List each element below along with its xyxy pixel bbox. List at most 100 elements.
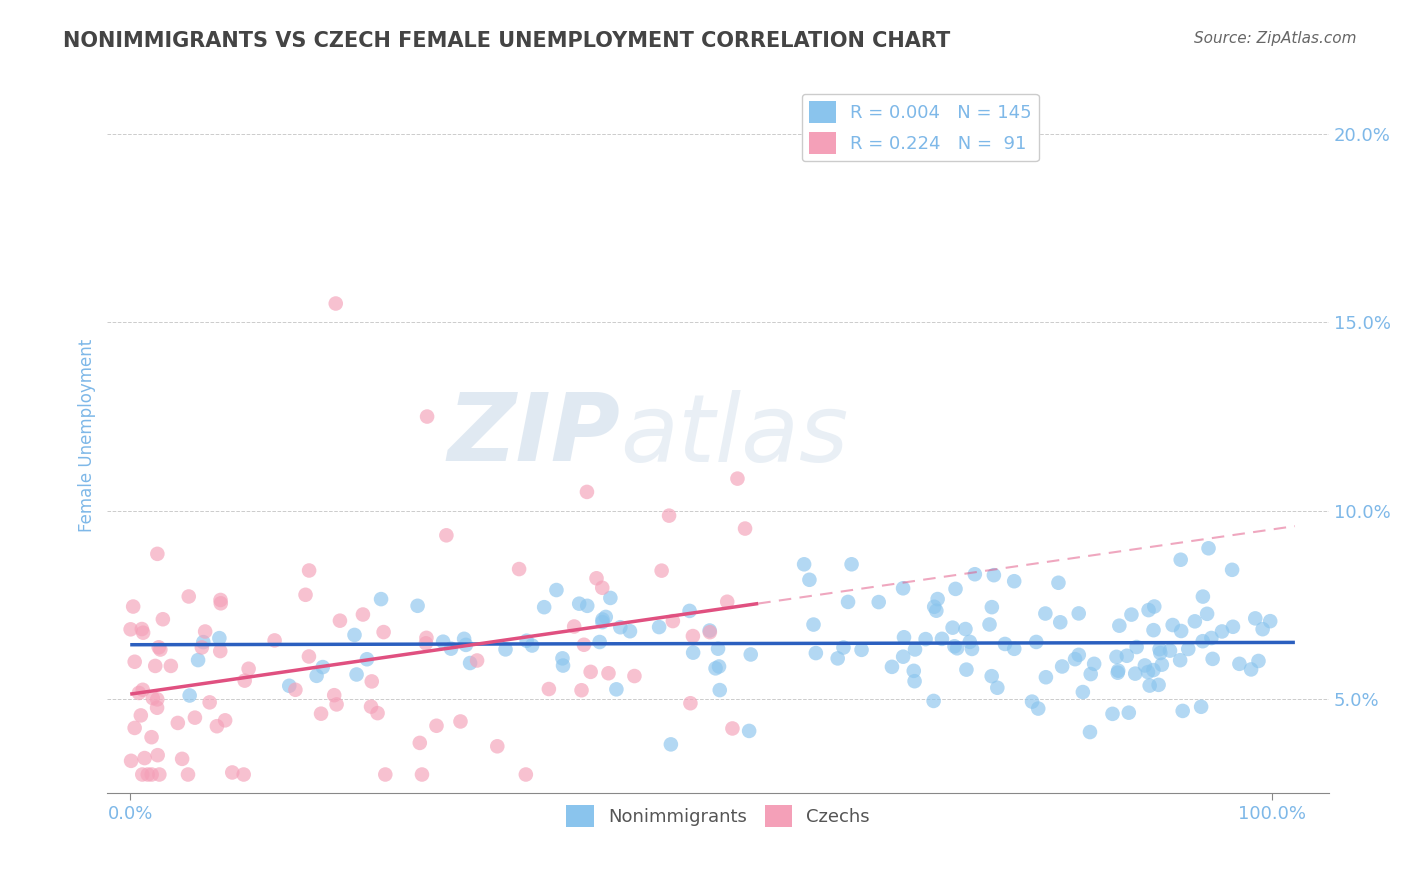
Point: [585, 571, 607, 585]
Point: [132, 625, 155, 640]
Point: [963, 567, 986, 582]
Point: [716, 595, 738, 609]
Point: [298, 564, 321, 578]
Point: [1170, 553, 1192, 567]
Point: [986, 681, 1008, 695]
Point: [571, 683, 593, 698]
Point: [432, 634, 454, 648]
Point: [551, 658, 574, 673]
Point: [682, 646, 704, 660]
Point: [343, 628, 366, 642]
Point: [682, 629, 704, 643]
Point: [1083, 657, 1105, 671]
Point: [143, 659, 166, 673]
Point: [284, 682, 307, 697]
Point: [458, 656, 481, 670]
Text: Source: ZipAtlas.com: Source: ZipAtlas.com: [1194, 31, 1357, 46]
Point: [1067, 648, 1090, 662]
Point: [983, 568, 1005, 582]
Point: [942, 621, 965, 635]
Point: [707, 641, 730, 656]
Point: [1198, 541, 1220, 556]
Point: [131, 622, 153, 636]
Point: [131, 767, 153, 781]
Point: [166, 715, 188, 730]
Point: [453, 632, 475, 646]
Point: [598, 666, 620, 681]
Point: [979, 617, 1001, 632]
Point: [609, 620, 631, 634]
Point: [1121, 607, 1143, 622]
Text: NONIMMIGRANTS VS CZECH FEMALE UNEMPLOYMENT CORRELATION CHART: NONIMMIGRANTS VS CZECH FEMALE UNEMPLOYME…: [63, 31, 950, 51]
Point: [141, 767, 163, 781]
Point: [591, 581, 613, 595]
Point: [738, 723, 761, 738]
Point: [312, 660, 335, 674]
Point: [495, 642, 517, 657]
Point: [373, 625, 395, 640]
Point: [927, 592, 949, 607]
Point: [1147, 678, 1170, 692]
Point: [704, 661, 727, 675]
Point: [1050, 659, 1073, 673]
Point: [122, 599, 145, 614]
Point: [232, 767, 254, 781]
Point: [799, 573, 821, 587]
Point: [721, 722, 744, 736]
Point: [146, 748, 169, 763]
Point: [305, 669, 328, 683]
Point: [891, 649, 914, 664]
Point: [827, 651, 849, 665]
Point: [146, 692, 169, 706]
Point: [1067, 607, 1090, 621]
Text: atlas: atlas: [620, 390, 849, 481]
Point: [1021, 695, 1043, 709]
Point: [194, 624, 217, 639]
Point: [346, 667, 368, 681]
Point: [1078, 725, 1101, 739]
Point: [572, 638, 595, 652]
Point: [160, 659, 183, 673]
Point: [1220, 563, 1243, 577]
Point: [959, 635, 981, 649]
Point: [980, 669, 1002, 683]
Point: [1108, 618, 1130, 632]
Point: [1201, 631, 1223, 645]
Point: [1049, 615, 1071, 630]
Point: [837, 595, 859, 609]
Point: [120, 754, 142, 768]
Point: [1107, 665, 1129, 680]
Point: [1211, 624, 1233, 639]
Point: [679, 696, 702, 710]
Point: [1071, 685, 1094, 699]
Point: [1123, 666, 1146, 681]
Point: [803, 617, 825, 632]
Point: [209, 593, 232, 607]
Point: [142, 691, 165, 706]
Point: [651, 564, 673, 578]
Point: [1101, 706, 1123, 721]
Point: [537, 681, 560, 696]
Point: [146, 547, 169, 561]
Point: [238, 662, 260, 676]
Point: [120, 623, 142, 637]
Point: [678, 604, 700, 618]
Point: [148, 767, 170, 781]
Point: [1142, 663, 1164, 677]
Point: [134, 751, 156, 765]
Point: [891, 582, 914, 596]
Point: [515, 767, 537, 781]
Point: [599, 591, 621, 605]
Y-axis label: Female Unemployment: Female Unemployment: [79, 339, 96, 532]
Point: [124, 655, 146, 669]
Point: [136, 767, 159, 781]
Point: [945, 582, 967, 596]
Point: [1191, 634, 1213, 648]
Point: [832, 640, 855, 655]
Point: [177, 767, 200, 781]
Point: [1159, 643, 1181, 657]
Point: [520, 639, 543, 653]
Point: [187, 653, 209, 667]
Point: [329, 614, 352, 628]
Point: [1244, 611, 1267, 625]
